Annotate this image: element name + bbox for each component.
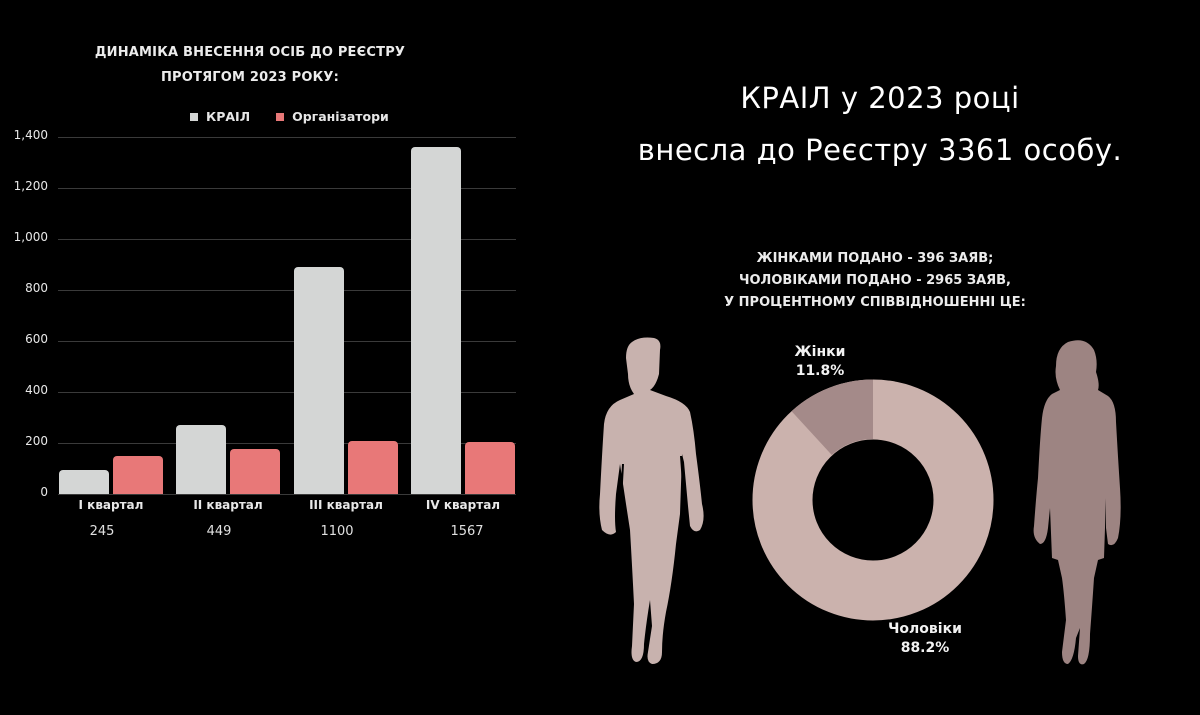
gridline [58,392,516,393]
donut-subtitle: ЖІНКАМИ ПОДАНО - 396 ЗАЯВ; ЧОЛОВІКАМИ ПО… [690,248,1060,314]
women-label-pct: 11.8% [795,363,845,379]
baseline [58,494,516,495]
bar-kradl-q3 [294,267,344,494]
gridline [58,290,516,291]
y-tick: 0 [40,485,48,499]
y-tick: 400 [25,383,48,397]
bar-organizers-q4 [465,442,515,494]
bar-organizers-q2 [230,449,280,494]
legend-item-organizers: Організатори [276,109,389,124]
men-label: Чоловіки 88.2% [870,620,980,658]
y-tick: 1,200 [13,179,48,193]
women-label: Жінки 11.8% [775,343,865,381]
legend-label-organizers: Організатори [292,109,389,124]
headline: КРАІЛ у 2023 році внесла до Реєстру 3361… [560,72,1200,176]
subtitle-line2: ЧОЛОВІКАМИ ПОДАНО - 2965 ЗАЯВ, [739,273,1011,288]
x-category: ІІІ квартал [309,498,383,512]
legend-item-kradl: КРАІЛ [190,109,250,124]
donut-slice-women [791,379,873,455]
subtitle-line1: ЖІНКАМИ ПОДАНО - 396 ЗАЯВ; [756,251,994,266]
subtitle-line3: У ПРОЦЕНТНОМУ СПІВВІДНОШЕННІ ЦЕ: [724,295,1026,310]
y-tick: 800 [25,281,48,295]
bar-chart-legend: КРАІЛ Організатори [190,109,389,124]
x-category: І квартал [78,498,144,512]
bar-kradl-q1 [59,470,109,494]
category-total: 1100 [320,524,354,539]
legend-label-kradl: КРАІЛ [206,109,251,124]
gridline [58,137,516,138]
y-tick: 200 [25,434,48,448]
gridline [58,188,516,189]
category-total: 449 [206,524,232,539]
x-category: ІІ квартал [193,498,263,512]
bar-chart-title-line2: ПРОТЯГОМ 2023 РОКУ: [160,70,340,85]
gridline [58,443,516,444]
bar-kradl-q4 [411,147,461,494]
gridline [58,341,516,342]
headline-line2: внесла до Реєстру 3361 особу. [637,133,1123,167]
man-silhouette-icon [599,337,704,664]
women-label-name: Жінки [794,344,846,360]
y-tick: 1,400 [13,128,48,142]
x-category: ІV квартал [425,498,501,512]
bar-chart-title: ДИНАМІКА ВНЕСЕННЯ ОСІБ ДО РЕЄСТРУ ПРОТЯГ… [40,40,460,90]
gridline [58,239,516,240]
men-label-pct: 88.2% [900,640,950,656]
legend-swatch-kradl [190,112,198,121]
bar-kradl-q2 [176,425,226,494]
bar-organizers-q3 [348,441,398,494]
category-total: 1567 [450,524,484,539]
woman-silhouette-icon [1033,340,1121,665]
category-total: 245 [89,524,115,539]
bar-chart-title-line1: ДИНАМІКА ВНЕСЕННЯ ОСІБ ДО РЕЄСТРУ [94,45,406,60]
legend-swatch-organizers [276,112,285,121]
bar-organizers-q1 [113,456,163,494]
y-tick: 600 [25,332,48,346]
gender-donut-chart [752,379,994,621]
headline-line1: КРАІЛ у 2023 році [740,81,1020,115]
men-label-name: Чоловіки [888,621,962,637]
y-tick: 1,000 [13,230,48,244]
